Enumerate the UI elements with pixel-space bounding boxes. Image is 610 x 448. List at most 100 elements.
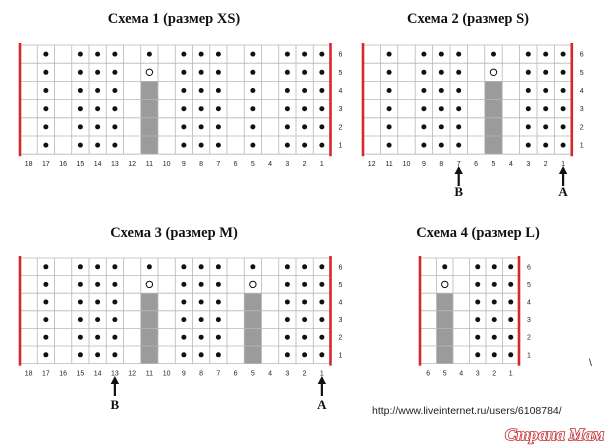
purl-dot [43,299,49,305]
column-number: 7 [457,161,461,168]
column-number: 11 [146,161,153,168]
purl-dot [215,124,221,130]
purl-dot [43,352,49,358]
row-number: 5 [339,70,343,77]
purl-dot [284,264,290,270]
purl-dot [112,352,118,358]
purl-dot [198,106,204,112]
column-number: 2 [303,161,307,168]
purl-dot [146,264,152,270]
yarn-over-circle [145,68,154,77]
purl-dot [215,51,221,57]
row-number: 4 [339,88,343,95]
column-number: 16 [59,371,67,378]
column-number: 1 [320,371,324,378]
purl-dot [77,106,83,112]
column-number: 9 [422,161,426,168]
arrow-label: В [454,184,463,199]
purl-dot [198,317,204,323]
watermark: Страна Мам [505,425,604,444]
purl-dot [181,69,187,75]
purl-dot [319,264,325,270]
purl-dot [421,51,427,57]
purl-dot [386,51,392,57]
column-number: 10 [163,371,171,378]
purl-dot [302,51,308,57]
purl-dot [319,124,325,130]
purl-dot [77,352,83,358]
purl-dot [438,51,444,57]
column-number: 12 [368,161,376,168]
purl-dot [95,51,101,57]
purl-dot [560,124,566,130]
purl-dot [43,142,49,148]
purl-dot [421,106,427,112]
purl-dot [456,51,462,57]
column-number: 5 [251,161,255,168]
purl-dot [95,124,101,130]
row-number: 1 [339,143,343,150]
column-number: 1 [320,161,324,168]
column-number: 14 [94,161,102,168]
chart-3-title: Схема 3 (размер M) [110,225,238,241]
purl-dot [386,106,392,112]
purl-dot [475,299,481,305]
chart-4-title: Схема 4 (размер L) [416,225,540,241]
purl-dot [181,51,187,57]
column-number: 2 [544,161,548,168]
column-number: 5 [492,161,496,168]
purl-dot [112,264,118,270]
purl-dot [95,88,101,93]
purl-dot [319,69,325,75]
column-number: 4 [509,161,513,168]
column-number: 4 [268,371,272,378]
column-number: 15 [76,371,84,378]
purl-dot [112,106,118,112]
purl-dot [319,299,325,305]
purl-dot [43,264,49,270]
purl-dot [181,88,187,93]
yarn-over-circle [489,68,498,77]
purl-dot [525,124,531,130]
purl-dot [181,281,187,287]
purl-dot [77,51,83,57]
column-number: 10 [163,161,171,168]
purl-dot [250,124,256,130]
arrow-head [454,166,463,174]
column-number: 14 [94,371,102,378]
purl-dot [43,281,49,287]
column-number: 17 [42,161,50,168]
column-number: 18 [25,161,33,168]
row-number: 6 [339,52,343,59]
purl-dot [215,264,221,270]
purl-dot [543,51,549,57]
purl-dot [284,281,290,287]
purl-dot [284,88,290,93]
purl-dot [112,51,118,57]
row-number: 4 [339,300,343,307]
purl-dot [386,69,392,75]
purl-dot [508,264,514,270]
purl-dot [319,142,325,148]
column-number: 3 [285,371,289,378]
purl-dot [43,88,49,93]
purl-dot [95,106,101,112]
purl-dot [77,281,83,287]
purl-dot [181,352,187,358]
purl-dot [215,317,221,323]
purl-dot [438,124,444,130]
column-number: 11 [146,371,153,378]
source-url: http://www.liveinternet.ru/users/6108784… [372,405,562,417]
purl-dot [43,69,49,75]
row-number: 1 [527,352,531,359]
purl-dot [302,106,308,112]
row-number: 4 [580,88,584,95]
purl-dot [77,299,83,305]
purl-dot [438,106,444,112]
column-number: 1 [561,161,565,168]
purl-dot [302,264,308,270]
column-number: 12 [128,371,136,378]
purl-dot [43,51,49,57]
